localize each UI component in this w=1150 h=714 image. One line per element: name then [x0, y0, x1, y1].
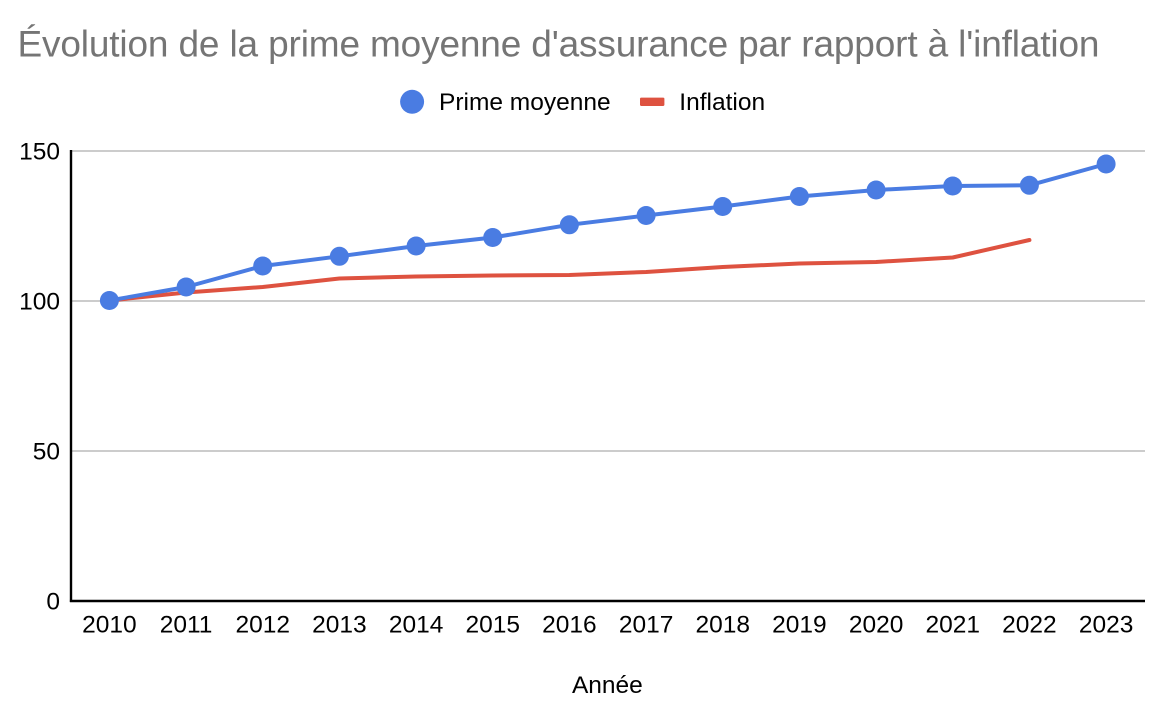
svg-text:Année: Année — [572, 672, 643, 699]
svg-text:2023: 2023 — [1079, 612, 1134, 639]
svg-text:Prime moyenne: Prime moyenne — [439, 89, 611, 116]
svg-text:2010: 2010 — [82, 612, 137, 639]
svg-text:Inflation: Inflation — [679, 89, 765, 116]
svg-text:2019: 2019 — [772, 612, 827, 639]
svg-text:Évolution de la prime moyenne: Évolution de la prime moyenne d'assuranc… — [18, 24, 1100, 65]
svg-text:2015: 2015 — [465, 612, 520, 639]
svg-text:100: 100 — [19, 289, 60, 316]
svg-text:2018: 2018 — [695, 612, 750, 639]
svg-text:2021: 2021 — [925, 612, 980, 639]
svg-text:2017: 2017 — [619, 612, 674, 639]
svg-text:2014: 2014 — [389, 612, 444, 639]
svg-text:2020: 2020 — [849, 612, 904, 639]
svg-text:2012: 2012 — [235, 612, 290, 639]
svg-text:0: 0 — [46, 588, 60, 615]
svg-text:2022: 2022 — [1002, 612, 1057, 639]
svg-text:2016: 2016 — [542, 612, 597, 639]
svg-text:2011: 2011 — [160, 612, 213, 639]
svg-text:150: 150 — [19, 139, 60, 166]
svg-text:2013: 2013 — [312, 612, 367, 639]
svg-text:50: 50 — [33, 439, 60, 466]
